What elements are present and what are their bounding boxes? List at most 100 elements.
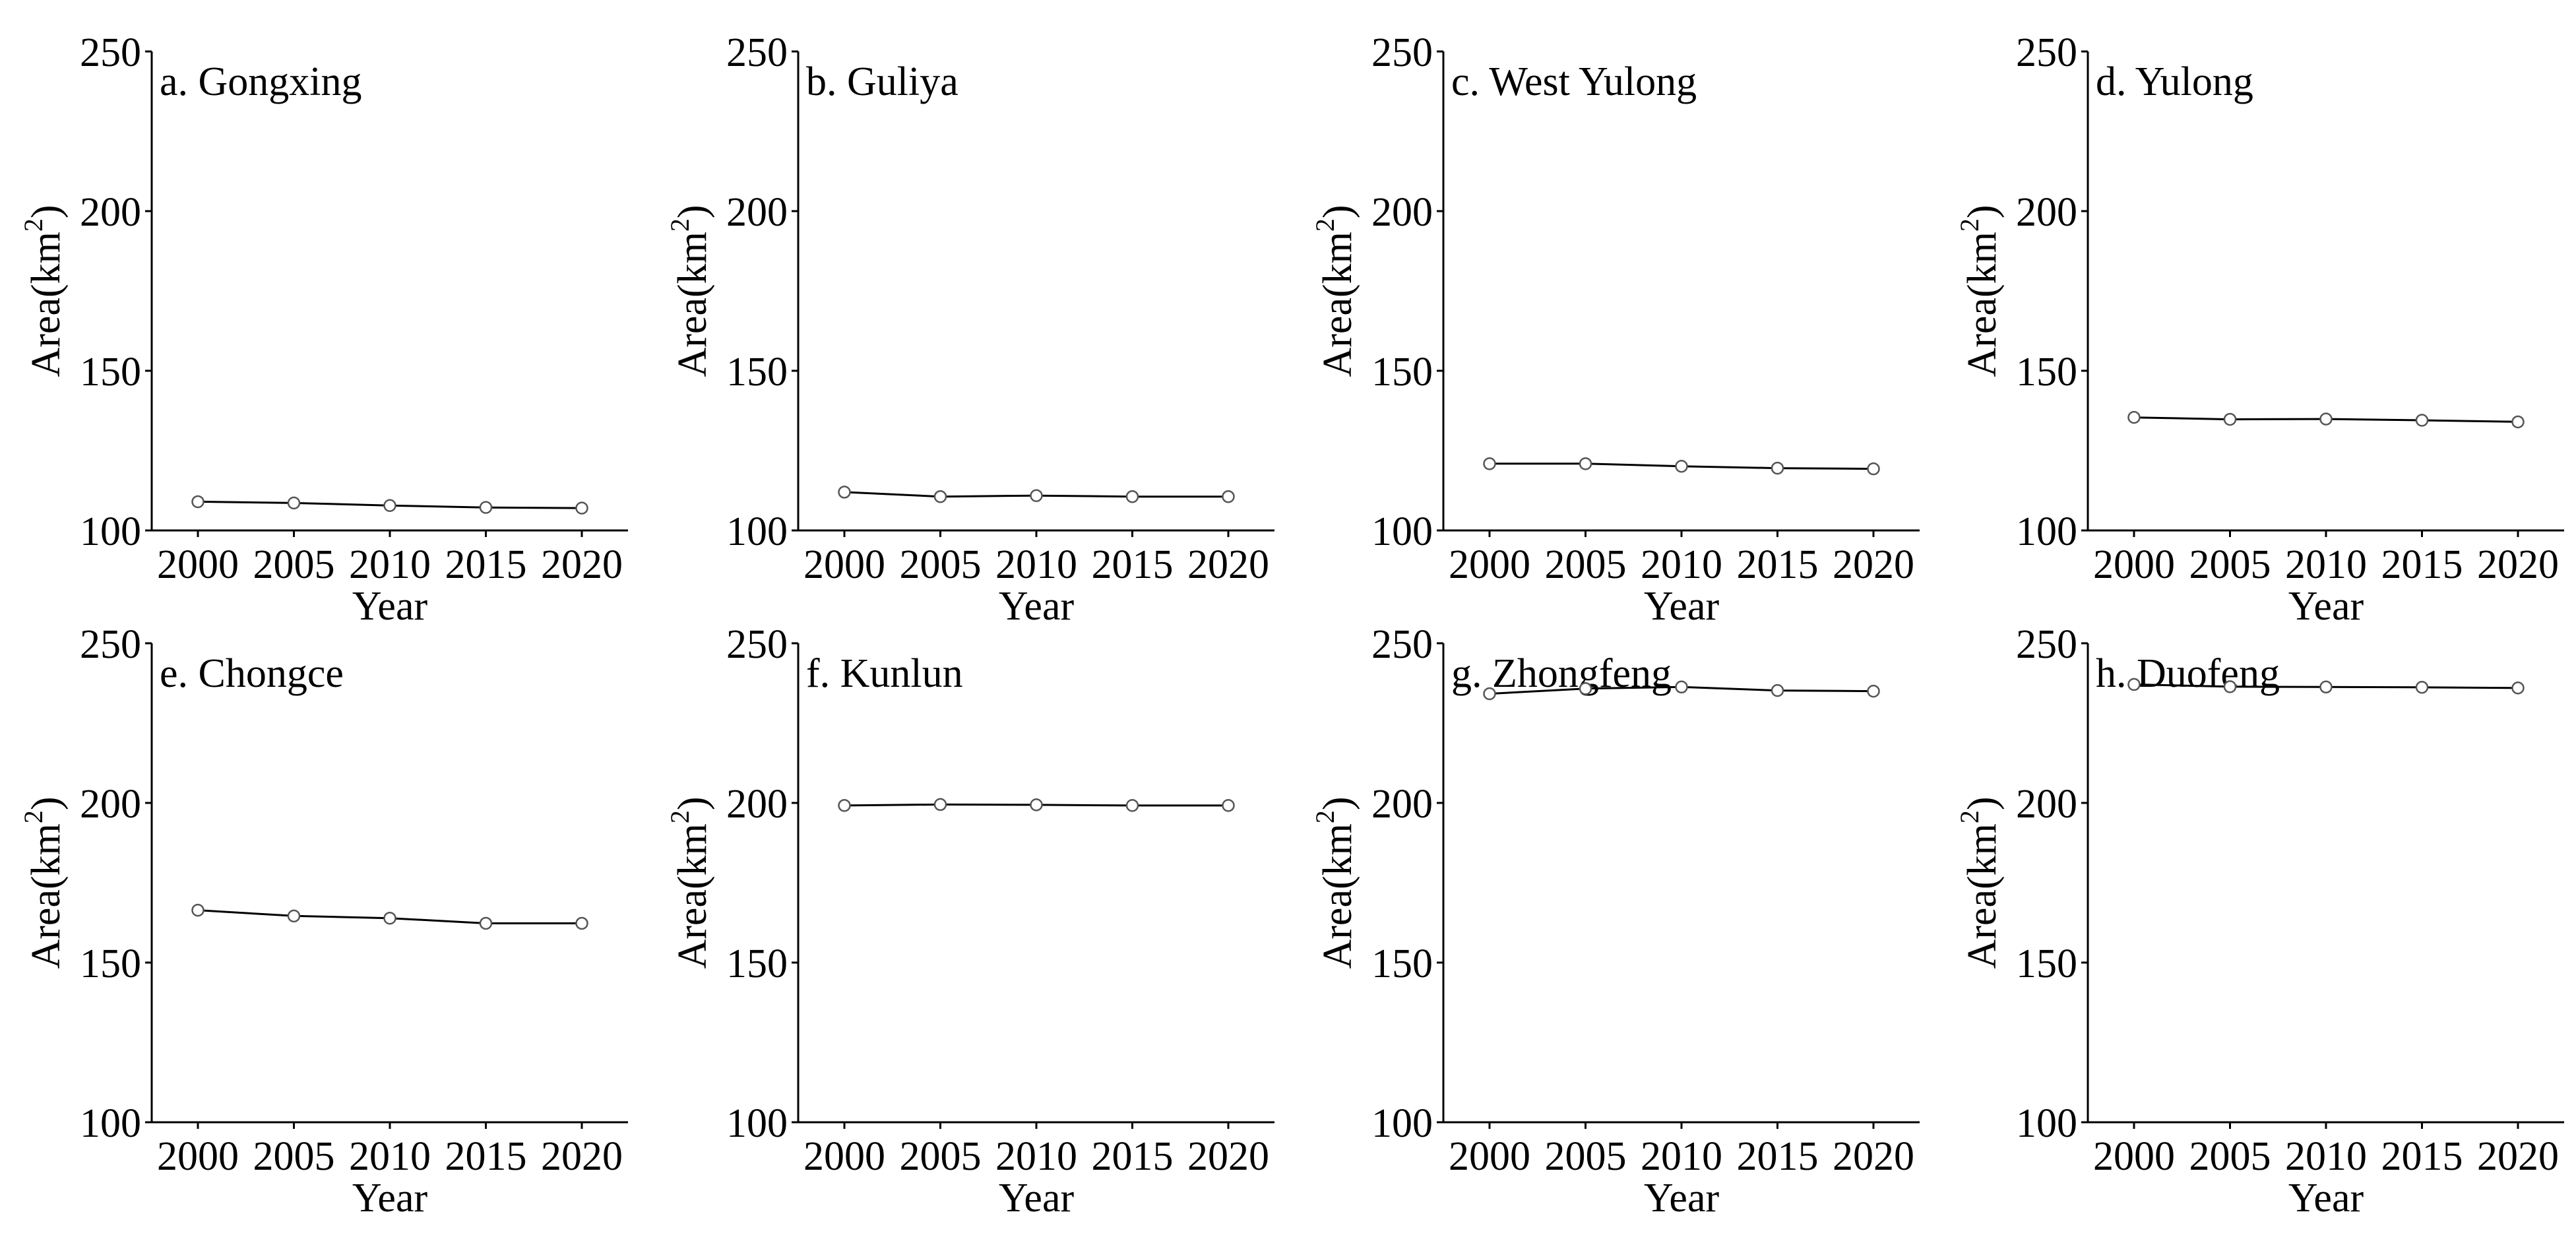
data-point	[479, 916, 493, 930]
y-tick-label: 150	[726, 350, 788, 395]
x-tick-label: 2005	[1545, 1134, 1627, 1179]
panel-title: f. Kunlun	[806, 651, 963, 696]
x-tick-label: 2020	[1833, 542, 1914, 587]
y-tick-label: 100	[726, 1101, 788, 1146]
y-tick-label: 200	[1371, 190, 1433, 235]
y-tick-label: 200	[2016, 190, 2077, 235]
x-tick-label: 2020	[2477, 1134, 2559, 1179]
x-axis-label: Year	[2288, 584, 2364, 629]
y-axis-label-text: Area(km	[1960, 823, 2005, 969]
y-axis-label-superscript: 2	[665, 218, 695, 232]
data-point	[1579, 457, 1592, 470]
y-tick-label: 150	[80, 941, 141, 986]
y-axis-label: Area(km2)	[665, 797, 715, 969]
y-axis-label: Area(km2)	[1955, 205, 2005, 377]
panel-6: 100 150 200 250 2000 2005 2010 2015 2020 Year Area…	[665, 622, 1274, 1221]
data-point	[1483, 457, 1496, 470]
x-tick-label: 2015	[445, 542, 527, 587]
x-axis-label: Year	[999, 1176, 1075, 1221]
y-axis-label-close: )	[1960, 797, 2005, 811]
data-point	[1771, 461, 1784, 475]
y-axis-label: Area(km2)	[1310, 205, 1360, 377]
data-point	[191, 903, 204, 917]
y-tick-label: 100	[1371, 1101, 1433, 1146]
x-tick-label: 2020	[1187, 1134, 1269, 1179]
y-axis-label-text: Area(km	[1960, 232, 2005, 377]
x-tick-label: 2005	[1545, 542, 1627, 587]
data-point	[383, 499, 396, 512]
x-tick-label: 2015	[1737, 1134, 1819, 1179]
panel-8: 100 150 200 250 2000 2005 2010 2015 2020 Year Area…	[1955, 622, 2564, 1221]
y-axis-label-text: Area(km	[24, 232, 69, 377]
x-tick-label: 2010	[349, 542, 431, 587]
y-axis-label-close: )	[24, 205, 69, 219]
y-tick-label: 250	[2016, 622, 2077, 667]
y-axis-label-superscript: 2	[1310, 218, 1340, 232]
y-tick-label: 100	[80, 509, 141, 554]
y-tick-label: 150	[80, 350, 141, 395]
y-axis-label: Area(km2)	[18, 797, 69, 969]
y-tick-label: 250	[726, 622, 788, 667]
data-point	[1675, 459, 1688, 473]
data-point	[575, 501, 588, 515]
data-point	[933, 798, 947, 811]
data-point	[1030, 489, 1043, 502]
data-point	[287, 496, 301, 510]
data-point	[2223, 680, 2237, 693]
data-point	[1125, 490, 1139, 503]
y-axis-label: Area(km2)	[665, 205, 715, 377]
x-tick-label: 2015	[1737, 542, 1819, 587]
y-tick-label: 200	[726, 190, 788, 235]
data-point	[2415, 414, 2429, 427]
y-tick-label: 250	[80, 622, 141, 667]
x-tick-label: 2005	[253, 1134, 335, 1179]
x-tick-label: 2015	[1092, 1134, 1174, 1179]
panel-2: 100 150 200 250 2000 2005 2010 2015 2020 Year Area…	[665, 30, 1274, 629]
y-tick-label: 250	[2016, 30, 2077, 75]
y-tick-label: 100	[726, 509, 788, 554]
y-axis-label-text: Area(km	[24, 823, 69, 969]
y-tick-label: 100	[1371, 509, 1433, 554]
data-point	[2511, 682, 2525, 695]
y-axis-label-superscript: 2	[1955, 218, 1984, 232]
x-tick-label: 2005	[2189, 1134, 2271, 1179]
y-axis-label-close: )	[1960, 205, 2005, 219]
data-point	[1222, 799, 1235, 812]
y-axis-label-text: Area(km	[1315, 823, 1360, 969]
y-tick-label: 100	[2016, 1101, 2077, 1146]
data-point	[2127, 410, 2141, 424]
y-axis-label: Area(km2)	[1310, 797, 1360, 969]
x-tick-label: 2010	[1641, 542, 1722, 587]
data-point	[1867, 462, 1880, 476]
x-tick-label: 2010	[995, 542, 1077, 587]
y-axis-label-superscript: 2	[665, 810, 695, 823]
x-axis-label: Year	[352, 584, 428, 629]
x-tick-label: 2010	[349, 1134, 431, 1179]
data-point	[2127, 678, 2141, 691]
panel-5: 100 150 200 250 2000 2005 2010 2015 2020 Year Area…	[18, 622, 628, 1221]
x-tick-label: 2020	[2477, 542, 2559, 587]
panel-title: e. Chongce	[160, 651, 344, 696]
x-tick-label: 2020	[541, 542, 623, 587]
data-point	[1771, 684, 1784, 697]
y-tick-label: 200	[80, 190, 141, 235]
data-point	[1222, 490, 1235, 503]
data-point	[575, 916, 588, 930]
y-axis-label: Area(km2)	[1955, 797, 2005, 969]
y-tick-label: 100	[80, 1101, 141, 1146]
x-tick-label: 2000	[803, 1134, 885, 1179]
data-point	[2319, 680, 2333, 694]
x-tick-label: 2000	[157, 542, 239, 587]
y-axis-label-text: Area(km	[670, 232, 715, 377]
x-tick-label: 2010	[1641, 1134, 1722, 1179]
x-tick-label: 2020	[541, 1134, 623, 1179]
panel-title: b. Guliya	[806, 59, 958, 104]
x-tick-label: 2000	[1449, 1134, 1530, 1179]
y-axis-label-text: Area(km	[670, 823, 715, 969]
x-axis-label: Year	[1644, 584, 1720, 629]
x-tick-label: 2000	[2093, 1134, 2175, 1179]
x-tick-label: 2000	[803, 542, 885, 587]
x-tick-label: 2005	[900, 1134, 982, 1179]
data-point	[2511, 415, 2525, 429]
